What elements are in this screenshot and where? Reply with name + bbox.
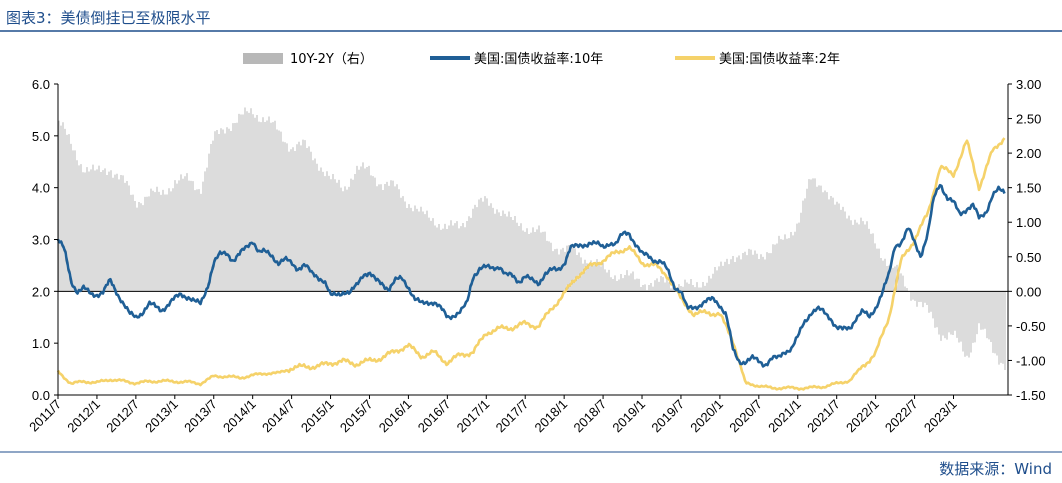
legend-label-10y: 美国:国债收益率:10年 — [474, 51, 603, 67]
line-yield-2y — [56, 137, 1006, 391]
x-tick-label: 2013/1 — [142, 397, 181, 436]
y-left-tick-label: 2.0 — [32, 284, 50, 299]
legend-swatch-spread — [243, 53, 283, 64]
y-left-tick-label: 4.0 — [32, 181, 50, 196]
x-tick-label: 2016/1 — [376, 397, 415, 436]
y-left-tick-label: 5.0 — [32, 129, 50, 144]
y-right-tick-label: 2.00 — [1016, 146, 1041, 161]
chart-legend: 10Y-2Y（右） 美国:国债收益率:10年 美国:国债收益率:2年 — [243, 51, 840, 67]
x-tick-label: 2021/7 — [804, 397, 843, 436]
x-tick-label: 2014/7 — [259, 397, 298, 436]
x-tick-label: 2014/1 — [220, 397, 259, 436]
x-tick-label: 2020/1 — [687, 397, 726, 436]
x-tick-label: 2021/1 — [765, 397, 804, 436]
x-tick-label: 2015/1 — [298, 397, 337, 436]
y-right-tick-label: -0.50 — [1016, 319, 1046, 334]
x-tick-label: 2012/7 — [103, 397, 142, 436]
y-left-tick-label: 0.0 — [32, 388, 50, 403]
source-note: 数据来源：Wind — [939, 460, 1052, 478]
x-tick-label: 2018/1 — [532, 397, 571, 436]
x-tick-label: 2013/7 — [181, 397, 220, 436]
x-tick-label: 2019/1 — [609, 397, 648, 436]
x-tick-label: 2020/7 — [726, 397, 765, 436]
yield-lines — [56, 137, 1006, 391]
y-right-tick-label: 1.00 — [1016, 215, 1041, 230]
x-tick-label: 2015/7 — [337, 397, 376, 436]
y-right-tick-label: -1.00 — [1016, 353, 1046, 368]
x-tick-label: 2022/7 — [882, 397, 921, 436]
y-right-tick-label: 0.50 — [1016, 250, 1041, 265]
x-tick-label: 2017/1 — [454, 397, 493, 436]
legend-label-spread: 10Y-2Y（右） — [290, 52, 373, 67]
x-tick-label: 2017/7 — [493, 397, 532, 436]
x-tick-label: 2012/1 — [64, 397, 103, 436]
x-tick-label: 2019/7 — [648, 397, 687, 436]
x-tick-label: 2018/7 — [570, 397, 609, 436]
y-right-tick-label: -1.50 — [1016, 388, 1046, 403]
x-tick-label: 2016/7 — [415, 397, 454, 436]
y-left-tick-label: 6.0 — [32, 77, 50, 92]
y-right-tick-label: 2.50 — [1016, 112, 1041, 127]
y-right-tick-label: 3.00 — [1016, 77, 1041, 92]
y-axis-left: 0.0 1.0 2.0 3.0 4.0 5.0 6.0 — [32, 77, 58, 403]
y-left-tick-label: 3.0 — [32, 233, 50, 248]
line-yield-10y — [56, 183, 1006, 368]
x-tick-label: 2023/1 — [921, 397, 960, 436]
spread-bars — [58, 107, 1006, 371]
y-right-tick-label: 1.50 — [1016, 181, 1041, 196]
y-left-tick-label: 1.0 — [32, 336, 50, 351]
page-title: 图表3：美债倒挂已至极限水平 — [6, 9, 211, 27]
y-axis-right: -1.50 -1.00 -0.50 0.00 0.50 1.00 1.50 2.00 2.50 3… — [1008, 77, 1046, 403]
x-axis: 2011/7 2012/1 2012/7 2013/1 2013/7 2014/1 2014… — [26, 395, 960, 435]
legend-label-2y: 美国:国债收益率:2年 — [719, 51, 840, 67]
x-tick-label: 2022/1 — [843, 397, 882, 436]
y-right-tick-label: 0.00 — [1016, 284, 1041, 299]
